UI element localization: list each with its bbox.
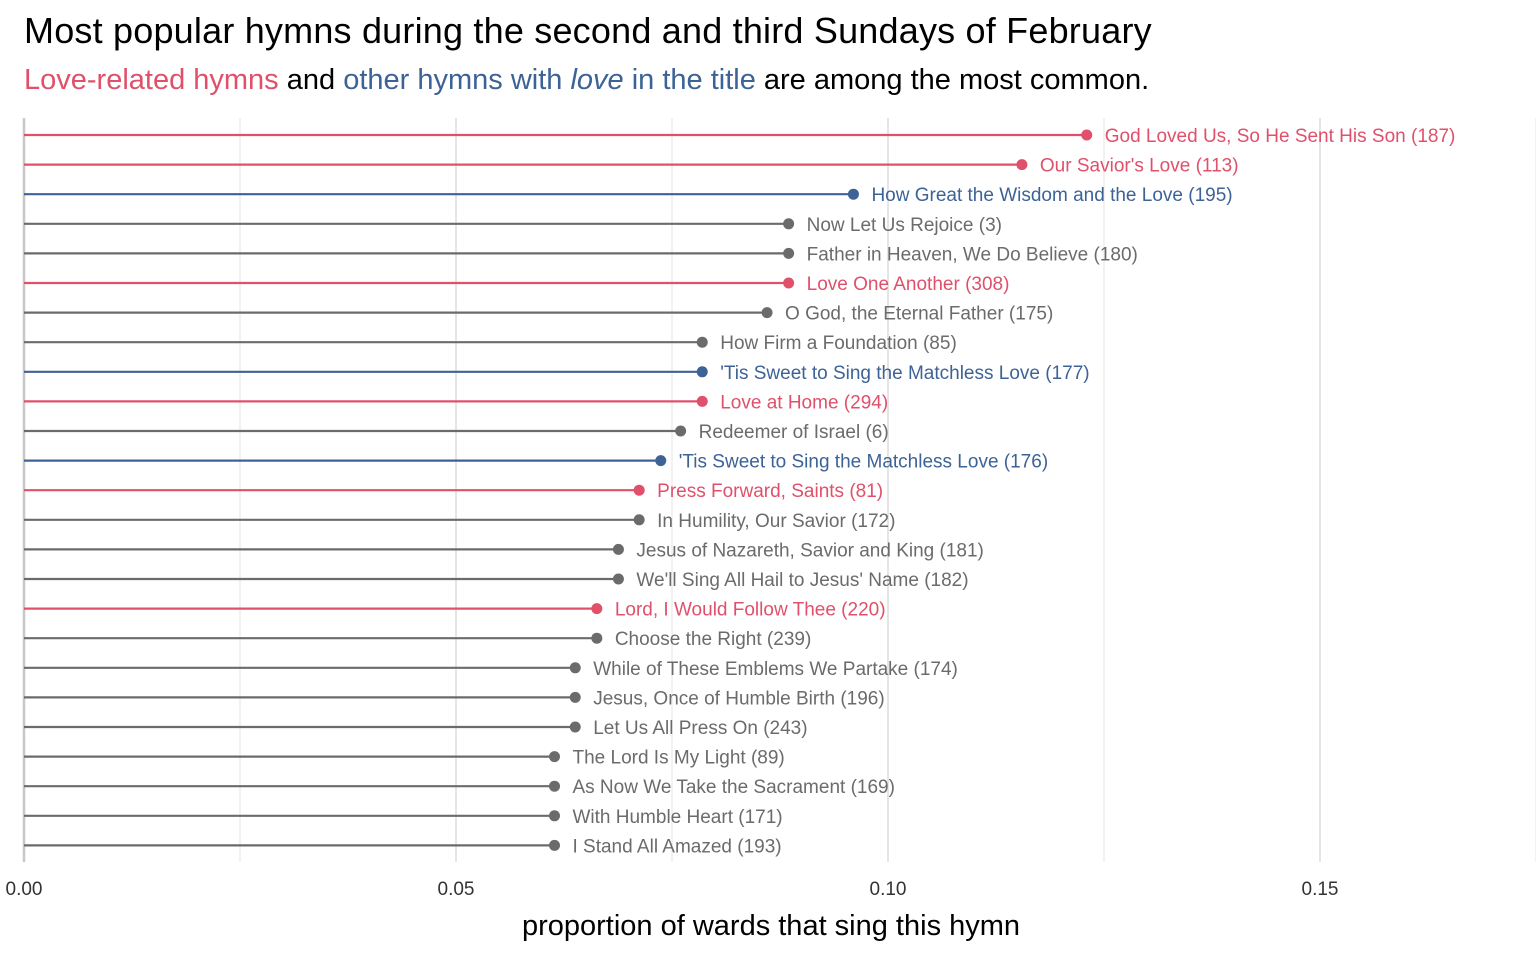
hymn-label: In Humility, Our Savior (172): [657, 511, 895, 532]
lollipop-point: [634, 485, 645, 496]
hymn-label: I Stand All Amazed (193): [572, 836, 781, 857]
hymn-label: How Firm a Foundation (85): [720, 333, 957, 354]
hymn-label: Choose the Right (239): [615, 629, 811, 650]
hymn-label: Father in Heaven, We Do Believe (180): [807, 244, 1138, 265]
lollipop-point: [634, 514, 645, 525]
lollipop-point: [1081, 130, 1092, 141]
x-tick-label: 0.15: [1302, 879, 1339, 900]
hymn-label: Redeemer of Israel (6): [699, 422, 889, 443]
lollipop-point: [549, 810, 560, 821]
lollipop-point: [655, 455, 666, 466]
lollipop-point: [613, 574, 624, 585]
lollipop-point: [549, 840, 560, 851]
lollipop-point: [783, 248, 794, 259]
lollipop-point: [570, 722, 581, 733]
lollipop-point: [570, 692, 581, 703]
hymn-label: How Great the Wisdom and the Love (195): [871, 185, 1232, 206]
lollipop-point: [675, 426, 686, 437]
hymn-label: Our Savior's Love (113): [1040, 156, 1239, 177]
lollipop-point: [762, 307, 773, 318]
lollipop-point: [1016, 159, 1027, 170]
hymn-label: Lord, I Would Follow Thee (220): [615, 600, 886, 621]
x-tick-label: 0.05: [438, 879, 475, 900]
hymn-label: 'Tis Sweet to Sing the Matchless Love (1…: [720, 363, 1089, 384]
hymn-label: God Loved Us, So He Sent His Son (187): [1105, 126, 1456, 147]
x-axis: 0.00 0.05 0.10 0.15: [6, 879, 1339, 900]
lollipop-point: [549, 751, 560, 762]
lollipop-point: [591, 603, 602, 614]
marks-layer: God Loved Us, So He Sent His Son (187) Ou…: [24, 126, 1455, 857]
lollipop-point: [697, 396, 708, 407]
hymn-label: With Humble Heart (171): [572, 807, 782, 828]
hymn-label: Press Forward, Saints (81): [657, 481, 883, 502]
lollipop-point: [613, 544, 624, 555]
hymn-label: As Now We Take the Sacrament (169): [572, 777, 894, 798]
hymn-label: Love One Another (308): [807, 274, 1010, 295]
lollipop-point: [697, 366, 708, 377]
hymn-label: The Lord Is My Light (89): [572, 748, 784, 769]
hymn-label: Let Us All Press On (243): [593, 718, 807, 739]
lollipop-point: [848, 189, 859, 200]
hymn-label: Love at Home (294): [720, 392, 888, 413]
x-tick-label: 0.00: [6, 879, 43, 900]
lollipop-point: [697, 337, 708, 348]
hymn-label: Jesus of Nazareth, Savior and King (181): [636, 540, 983, 561]
lollipop-point: [549, 781, 560, 792]
hymn-label: Now Let Us Rejoice (3): [807, 215, 1002, 236]
x-axis-title: proportion of wards that sing this hymn: [522, 910, 1020, 942]
lollipop-point: [783, 278, 794, 289]
hymn-label: While of These Emblems We Partake (174): [593, 659, 958, 680]
hymn-label: Jesus, Once of Humble Birth (196): [593, 688, 884, 709]
lollipop-point: [783, 218, 794, 229]
hymn-label: O God, the Eternal Father (175): [785, 304, 1053, 325]
lollipop-point: [591, 633, 602, 644]
hymn-label: We'll Sing All Hail to Jesus' Name (182): [636, 570, 968, 591]
hymn-label: 'Tis Sweet to Sing the Matchless Love (1…: [679, 452, 1048, 473]
x-tick-label: 0.10: [870, 879, 907, 900]
lollipop-point: [570, 662, 581, 673]
